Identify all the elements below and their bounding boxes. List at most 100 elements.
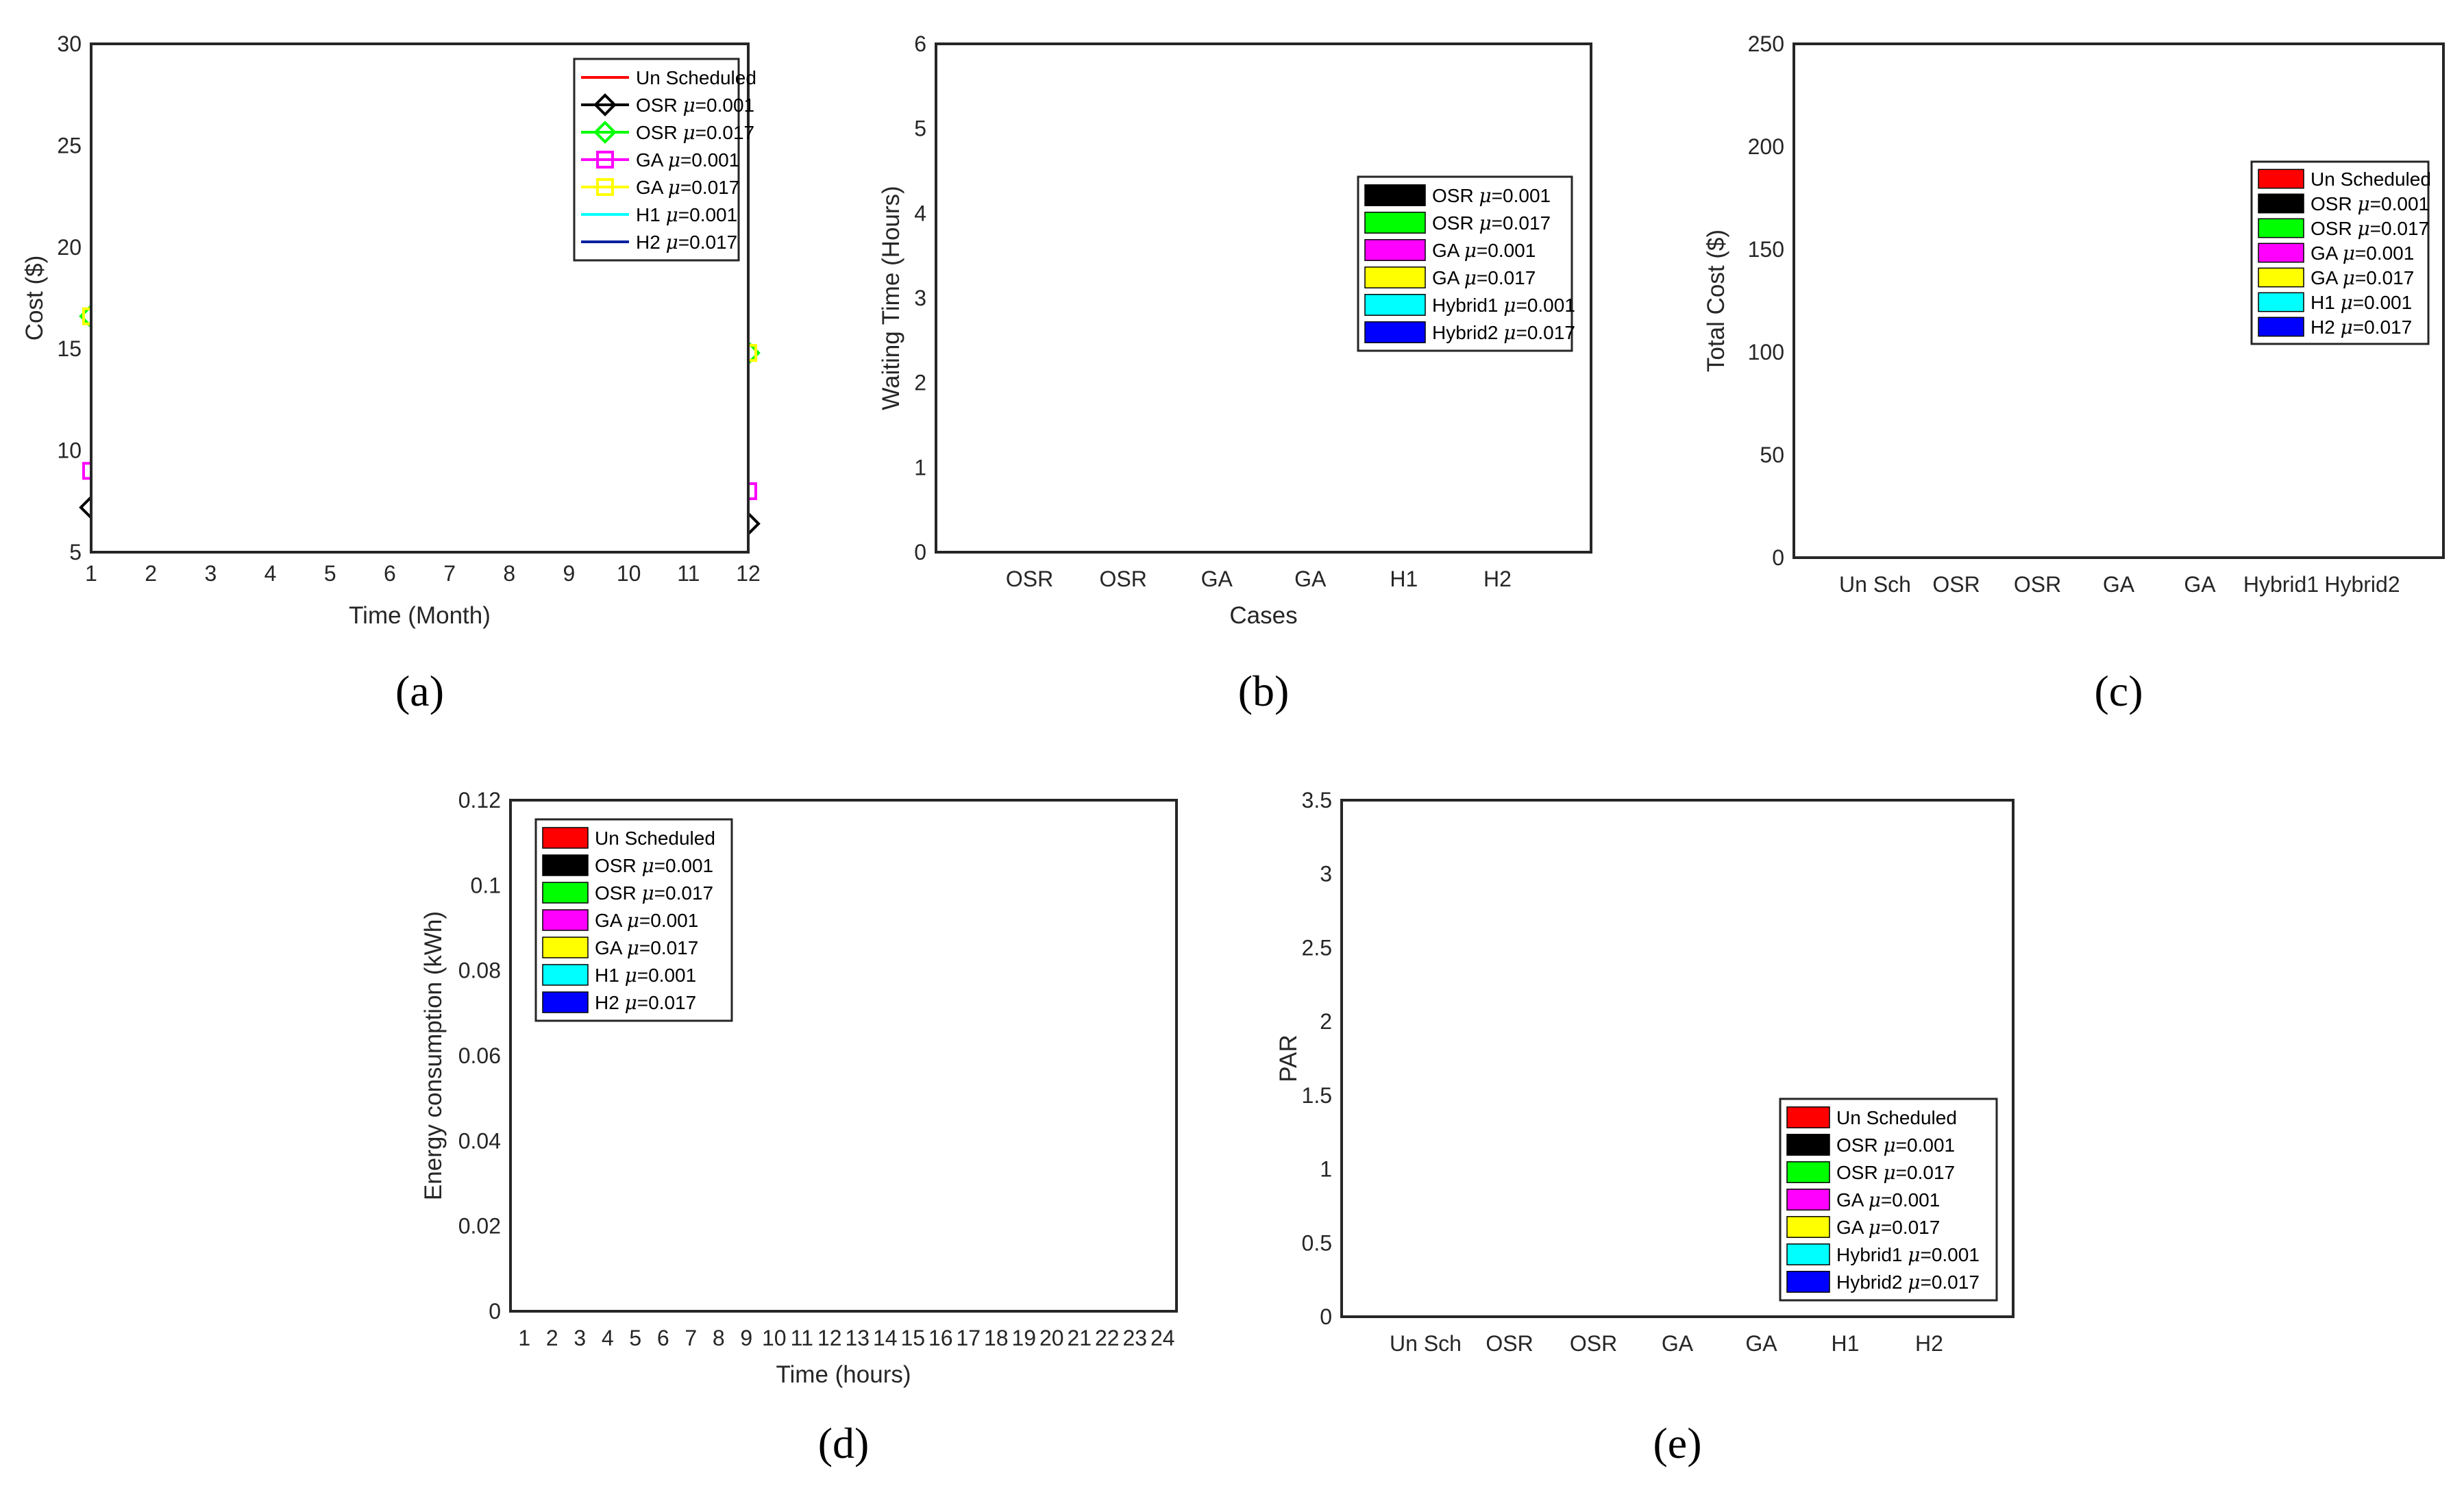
x-tick-label: Un Sch <box>1390 1331 1462 1356</box>
legend-label: Un Scheduled <box>595 828 715 849</box>
legend-label: GA μ=0.017 <box>2311 266 2414 289</box>
legend-label: OSR μ=0.017 <box>2311 217 2429 240</box>
legend-label: OSR μ=0.017 <box>1432 212 1551 234</box>
panel-label-c: (c) <box>2094 667 2143 715</box>
x-tick-label: OSR <box>1932 572 1980 597</box>
x-axis-label: Time (hours) <box>776 1361 911 1388</box>
x-tick-label: OSR <box>1570 1331 1617 1356</box>
y-tick-label: 2 <box>914 371 926 395</box>
legend-swatch <box>2258 243 2304 263</box>
x-tick-label: 6 <box>384 561 396 586</box>
legend-swatch <box>1364 294 1426 316</box>
legend-swatch <box>1786 1216 1830 1238</box>
y-tick-label: 0.5 <box>1302 1230 1332 1255</box>
x-tick-label: GA <box>1745 1331 1777 1356</box>
legend-label: GA μ=0.001 <box>595 909 698 932</box>
x-tick-label: 5 <box>629 1326 641 1350</box>
y-tick-label: 2 <box>1320 1009 1332 1034</box>
y-tick-label: 1.5 <box>1302 1083 1332 1108</box>
y-tick-label: 1 <box>1320 1157 1332 1182</box>
x-tick-label: 24 <box>1150 1326 1175 1350</box>
panel-label-a: (a) <box>395 667 444 715</box>
legend-swatch <box>2258 292 2304 312</box>
x-tick-label: 23 <box>1122 1326 1147 1350</box>
x-tick-label: GA <box>1294 567 1327 591</box>
x-tick-label: OSR <box>2014 572 2061 597</box>
y-tick-label: 200 <box>1748 134 1784 159</box>
legend-swatch <box>542 964 589 986</box>
x-tick-label: GA <box>1201 567 1233 591</box>
x-tick-label: 7 <box>443 561 456 586</box>
legend-label: H2 μ=0.017 <box>595 991 696 1014</box>
legend-swatch <box>2258 218 2304 238</box>
x-axis-label: Cases <box>1229 602 1297 629</box>
x-tick-label: H2 <box>1483 567 1512 591</box>
x-tick-label: 9 <box>740 1326 752 1350</box>
legend-swatch <box>1364 212 1426 234</box>
x-tick-label: H2 <box>1915 1331 1943 1356</box>
panel-label-d: (d) <box>818 1419 870 1467</box>
legend-swatch <box>1364 266 1426 288</box>
x-tick-label: 19 <box>1011 1326 1036 1350</box>
x-axis-label: Time (Month) <box>349 602 491 629</box>
y-tick-label: 0.04 <box>458 1128 501 1153</box>
legend-label: GA μ=0.017 <box>636 176 739 199</box>
legend-swatch <box>2258 317 2304 337</box>
x-tick-label: H1 <box>1832 1331 1860 1356</box>
y-tick-label: 0 <box>914 540 926 565</box>
legend-swatch <box>2258 267 2304 288</box>
x-tick-label: 9 <box>563 561 576 586</box>
legend-label: GA μ=0.017 <box>595 937 698 959</box>
y-tick-label: 0.1 <box>471 873 501 897</box>
x-tick-label: 8 <box>503 561 515 586</box>
legend-swatch <box>1786 1243 1830 1265</box>
x-tick-label: 12 <box>817 1326 842 1350</box>
legend-swatch <box>542 827 589 849</box>
y-tick-label: 250 <box>1748 32 1784 56</box>
y-tick-label: 100 <box>1748 340 1784 364</box>
x-tick-label: GA <box>1662 1331 1694 1356</box>
legend-label: GA μ=0.001 <box>636 149 739 171</box>
x-tick-label: 22 <box>1095 1326 1120 1350</box>
y-tick-label: 0.06 <box>458 1043 501 1068</box>
legend-swatch <box>1364 321 1426 343</box>
x-tick-label: 14 <box>873 1326 898 1350</box>
x-tick-label: OSR <box>1099 567 1146 591</box>
x-tick-label: 5 <box>324 561 336 586</box>
x-tick-label: 20 <box>1039 1326 1064 1350</box>
x-tick-label: 8 <box>713 1326 725 1350</box>
x-tick-label: 3 <box>204 561 217 586</box>
legend-label: OSR μ=0.001 <box>1432 184 1551 207</box>
y-tick-label: 0 <box>1772 545 1784 570</box>
legend-swatch <box>1786 1189 1830 1211</box>
legend-swatch <box>1786 1271 1830 1293</box>
x-tick-label: 1 <box>85 561 97 586</box>
x-tick-label: H1 <box>1390 567 1418 591</box>
legend-swatch <box>1786 1161 1830 1183</box>
legend-swatch <box>1364 239 1426 261</box>
x-tick-label: 18 <box>984 1326 1009 1350</box>
x-tick-label: Hybrid1 <box>2243 572 2319 597</box>
legend-label: GA μ=0.017 <box>1836 1216 1940 1239</box>
x-tick-label: OSR <box>1006 567 1053 591</box>
y-tick-label: 0.08 <box>458 958 501 983</box>
legend-label: H2 μ=0.017 <box>2311 316 2412 338</box>
x-tick-label: 12 <box>736 561 761 586</box>
x-tick-label: 2 <box>546 1326 558 1350</box>
x-tick-label: Un Sch <box>1839 572 1911 597</box>
legend-swatch <box>2258 169 2304 189</box>
x-tick-label: 11 <box>677 561 700 586</box>
legend-swatch <box>1786 1106 1830 1128</box>
marker-diamond <box>593 93 617 116</box>
legend-label: OSR μ=0.001 <box>1836 1134 1955 1156</box>
y-axis-label: PAR <box>1275 1034 1302 1082</box>
y-tick-label: 1 <box>914 455 926 480</box>
panel-label-b: (b) <box>1238 667 1290 715</box>
y-tick-label: 3 <box>1320 862 1332 886</box>
y-tick-label: 10 <box>57 438 82 463</box>
y-axis-label: Energy consumption (kWh) <box>420 911 447 1200</box>
legend-label: Hybrid2 μ=0.017 <box>1836 1271 1980 1293</box>
y-tick-label: 4 <box>914 201 926 225</box>
x-tick-label: 4 <box>264 561 277 586</box>
